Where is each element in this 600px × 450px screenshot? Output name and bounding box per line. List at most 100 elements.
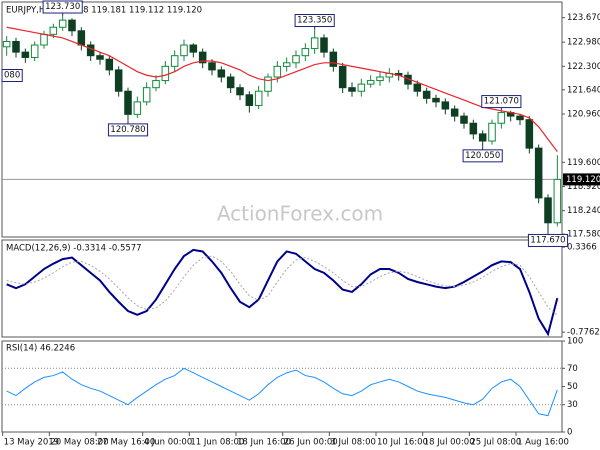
- x-tick-label: 27 May 16:00: [97, 438, 155, 448]
- candle-body: [376, 76, 384, 82]
- candle-body: [152, 80, 160, 89]
- y-tick-label: 100: [567, 337, 583, 347]
- annotation-label: 120.050: [465, 151, 500, 161]
- x-tick-label: 3 Jul 08:00: [330, 438, 376, 448]
- candle-body: [86, 44, 95, 57]
- x-tick-label: 18 Jun 16:00: [237, 438, 291, 448]
- line: [6, 367, 558, 417]
- annotation-box: [294, 14, 335, 28]
- y-tick-label: 120.960: [567, 109, 600, 119]
- candle-body: [114, 69, 123, 92]
- candle-body: [422, 90, 431, 99]
- candle-body: [21, 51, 30, 58]
- x-tick-label: 13 May 2019: [4, 438, 59, 448]
- candle-body: [544, 197, 552, 224]
- y-tick-label: 70: [567, 364, 578, 374]
- rsi-title: RSI(14) 46.2246: [6, 344, 75, 354]
- y-tick-label: 121.640: [567, 85, 600, 95]
- candle-body: [441, 101, 450, 110]
- y-tick-label: -0.7762: [567, 328, 600, 338]
- x-tick-label: 18 Jul 00:00: [424, 438, 475, 448]
- edge-box: [1, 69, 23, 82]
- y-tick-label: 118.920: [567, 182, 600, 192]
- candle-body: [338, 65, 347, 89]
- candle-body: [413, 83, 422, 92]
- line: [6, 255, 558, 316]
- x-tick-label: 20 May 08:00: [50, 438, 108, 448]
- price-title: EURJPY,H4 119.178 119.181 119.112 119.12…: [6, 6, 202, 16]
- candle-body: [180, 44, 188, 57]
- annotation-label: 117.670: [530, 235, 565, 245]
- candle-body: [516, 115, 524, 121]
- candle-body: [497, 112, 506, 124]
- watermark: ActionForex.com: [217, 202, 383, 226]
- candle-body: [161, 65, 170, 82]
- candle-body: [264, 76, 272, 92]
- candle-body: [198, 51, 207, 64]
- candle-body: [292, 55, 300, 64]
- candle-body: [226, 76, 235, 89]
- candle-body: [525, 119, 534, 149]
- candle-body: [329, 51, 338, 67]
- candle-body: [189, 44, 198, 53]
- candle-body: [357, 83, 366, 92]
- y-tick-label: 122.300: [567, 62, 600, 72]
- candle-body: [254, 90, 263, 106]
- annotation-box: [42, 0, 83, 14]
- candle-body: [478, 133, 487, 142]
- candle-body: [40, 33, 48, 46]
- candle-body: [2, 40, 11, 48]
- y-tick-label: 122.980: [567, 38, 600, 48]
- candle-body: [273, 65, 282, 78]
- candle-body: [105, 58, 114, 71]
- macd-panel: [1, 239, 563, 338]
- y-tick-label: 50: [567, 382, 578, 392]
- candle-body: [96, 55, 104, 60]
- x-tick-label: 25 Jul 08:00: [470, 438, 521, 448]
- line: [6, 248, 559, 337]
- candle-body: [282, 62, 291, 67]
- x-tick-label: 4 Jun 00:00: [144, 438, 193, 448]
- x-tick-label: 26 Jun 00:00: [284, 438, 338, 448]
- candle-body: [320, 37, 328, 53]
- candle-body: [12, 40, 20, 53]
- candle-body: [236, 87, 244, 96]
- annotation-box: [107, 123, 149, 137]
- candle-body: [30, 44, 39, 58]
- last-price-box: [563, 173, 600, 186]
- candle-body: [450, 108, 459, 117]
- y-tick-label: 30: [567, 400, 578, 410]
- candle-body: [366, 80, 375, 85]
- candle-body: [488, 122, 496, 142]
- candle-body: [460, 115, 468, 124]
- candle-body: [217, 69, 226, 78]
- y-tick-label: 123.670: [567, 13, 600, 23]
- annotation-box: [481, 95, 522, 109]
- candle-body: [432, 97, 440, 103]
- line: [6, 26, 558, 153]
- candle-body: [58, 19, 67, 28]
- y-tick-label: 0: [567, 428, 572, 438]
- candle-body: [553, 178, 562, 224]
- candle-body: [469, 122, 478, 135]
- annotation-label: 123.730: [45, 2, 80, 12]
- macd-title: MACD(12,26,9) -0.3314 -0.5577: [6, 244, 142, 254]
- candle-body: [348, 87, 356, 92]
- y-tick-label: 0.3366: [567, 243, 597, 253]
- price-panel: [1, 1, 563, 238]
- annotation-label: 120.780: [110, 125, 145, 135]
- annotation-box: [462, 149, 503, 163]
- x-tick-label: 10 Jul 16:00: [377, 438, 428, 448]
- y-tick-label: 117.580: [567, 230, 600, 240]
- candle-body: [170, 55, 179, 67]
- annotation-box: [527, 233, 569, 247]
- candle-body: [124, 90, 132, 115]
- y-tick-label: 118.240: [567, 206, 600, 216]
- candle-body: [142, 87, 151, 103]
- candle-body: [208, 62, 216, 71]
- last-price-label: 119.120: [566, 175, 600, 185]
- x-tick-label: 1 Aug 16:00: [517, 438, 569, 448]
